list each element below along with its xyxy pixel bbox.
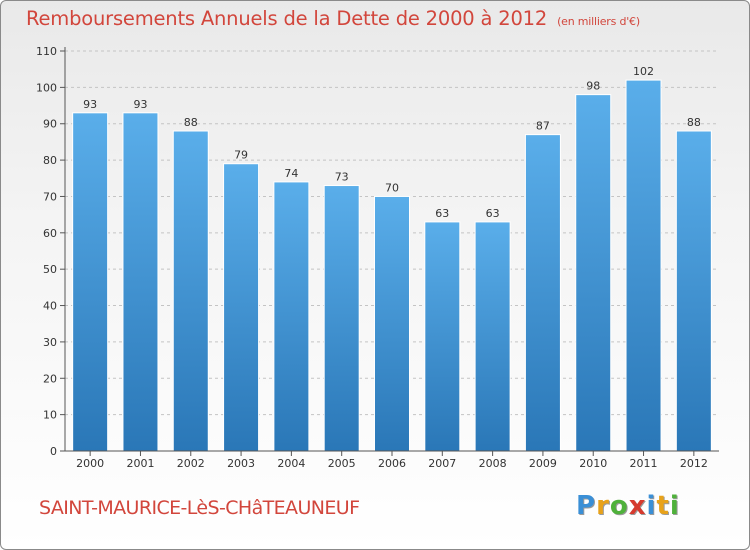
y-tick-label: 110	[36, 45, 57, 58]
x-tick-label: 2012	[680, 457, 708, 470]
proxiti-logo: Proxiti	[576, 491, 680, 521]
bar	[675, 130, 712, 452]
logo-letter: r	[596, 491, 610, 521]
x-tick-label: 2007	[428, 457, 456, 470]
y-tick-label: 10	[43, 409, 57, 422]
data-label: 63	[435, 207, 449, 220]
logo-letter: o	[609, 491, 629, 521]
data-label: 70	[385, 181, 399, 194]
x-tick-label: 2001	[126, 457, 154, 470]
bars	[72, 79, 712, 452]
data-label: 74	[284, 167, 298, 180]
y-tick-label: 80	[43, 154, 57, 167]
y-tick-label: 70	[43, 190, 57, 203]
bar	[625, 79, 662, 452]
bar	[524, 134, 561, 452]
y-tick-label: 100	[36, 81, 57, 94]
chart-subtitle: (en milliers d'€)	[557, 15, 640, 28]
data-label: 93	[133, 98, 147, 111]
x-tick-label: 2003	[227, 457, 255, 470]
y-tick-label: 60	[43, 227, 57, 240]
data-label: 73	[335, 171, 349, 184]
x-tick-label: 2011	[630, 457, 658, 470]
y-tick-label: 30	[43, 336, 57, 349]
x-tick-label: 2008	[479, 457, 507, 470]
y-tick-label: 0	[50, 445, 57, 458]
x-tick-label: 2002	[177, 457, 205, 470]
y-tick-label: 50	[43, 263, 57, 276]
data-label: 63	[486, 207, 500, 220]
bar	[424, 221, 461, 452]
logo-letter: x	[628, 491, 647, 521]
logo-letter: t	[656, 491, 670, 521]
bar	[575, 94, 612, 452]
chart-title: Remboursements Annuels de la Dette de 20…	[26, 7, 640, 30]
bar	[474, 221, 511, 452]
bar	[223, 163, 260, 452]
data-label: 88	[184, 116, 198, 129]
x-tick-label: 2006	[378, 457, 406, 470]
x-tick-label: 2005	[328, 457, 356, 470]
y-tick-label: 90	[43, 118, 57, 131]
x-tick-label: 2010	[579, 457, 607, 470]
bar	[172, 130, 209, 452]
x-tick-label: 2004	[277, 457, 305, 470]
logo-letter: i	[669, 491, 680, 521]
y-tick-label: 40	[43, 300, 57, 313]
bar	[323, 185, 360, 452]
labels: 0 10 20 30 40 50 60 70 80 90 100 110 93 2000 93 2001 88 2…	[36, 45, 708, 470]
commune-name: SAINT-MAURICE-LèS-CHâTEAUNEUF	[39, 497, 360, 519]
data-label: 79	[234, 149, 248, 162]
bar	[122, 112, 159, 452]
bar	[273, 181, 310, 452]
x-tick-label: 2000	[76, 457, 104, 470]
data-label: 87	[536, 120, 550, 133]
bar	[374, 195, 410, 452]
x-tick-label: 2009	[529, 457, 557, 470]
chart-title-text: Remboursements Annuels de la Dette de 20…	[26, 7, 548, 30]
data-label: 88	[687, 116, 701, 129]
data-label: 93	[83, 98, 97, 111]
bar	[72, 112, 109, 452]
y-tick-label: 20	[43, 372, 57, 385]
logo-letter: i	[646, 491, 657, 521]
logo-letter: P	[576, 491, 597, 521]
data-label: 102	[633, 65, 654, 78]
axes	[60, 47, 719, 456]
data-label: 98	[586, 80, 600, 93]
